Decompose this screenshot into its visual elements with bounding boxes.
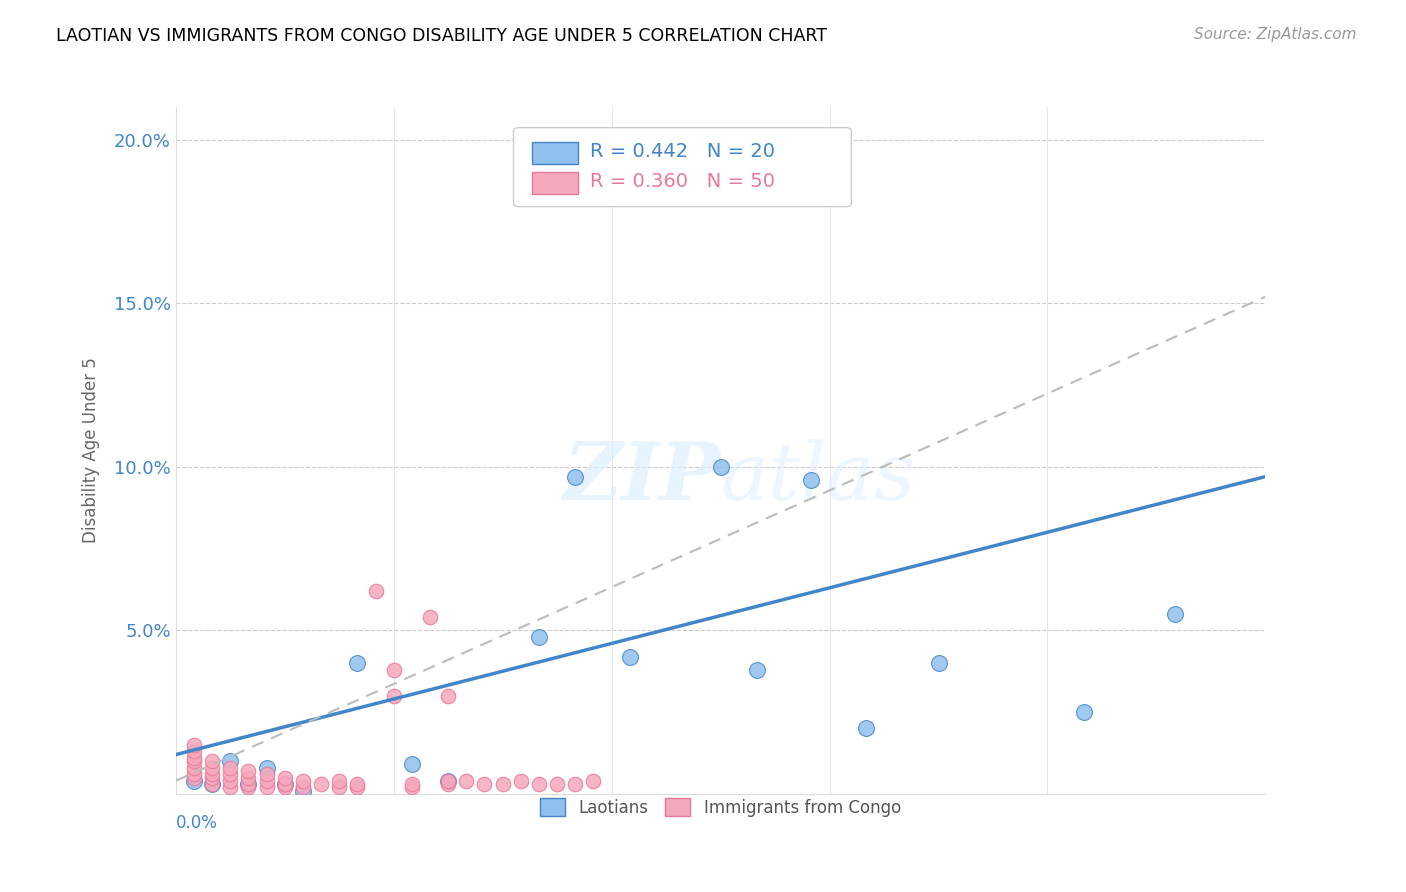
Point <box>219 754 242 768</box>
Point <box>456 773 478 788</box>
Text: atlas: atlas <box>721 439 915 516</box>
Point <box>309 777 332 791</box>
FancyBboxPatch shape <box>513 128 852 207</box>
Point <box>509 773 531 788</box>
Point <box>219 773 242 788</box>
Point <box>201 767 224 781</box>
Point <box>328 773 350 788</box>
Point <box>183 771 205 785</box>
Point <box>256 761 278 775</box>
Point <box>419 610 441 624</box>
Point <box>437 777 460 791</box>
Point <box>492 777 515 791</box>
FancyBboxPatch shape <box>531 172 578 194</box>
Point <box>527 630 550 644</box>
Point <box>619 649 641 664</box>
Point <box>274 777 297 791</box>
Point <box>183 767 205 781</box>
Point <box>437 773 460 788</box>
Point <box>201 754 224 768</box>
Point <box>238 777 260 791</box>
Point <box>564 469 586 483</box>
Text: LAOTIAN VS IMMIGRANTS FROM CONGO DISABILITY AGE UNDER 5 CORRELATION CHART: LAOTIAN VS IMMIGRANTS FROM CONGO DISABIL… <box>56 27 827 45</box>
Point <box>745 663 768 677</box>
Point <box>364 584 387 599</box>
Point <box>201 761 224 775</box>
Point <box>437 773 460 788</box>
Point <box>274 777 297 791</box>
Point <box>401 780 423 795</box>
Point <box>201 777 224 791</box>
Point <box>238 764 260 778</box>
Point <box>1163 607 1185 621</box>
Point <box>855 722 877 736</box>
Point <box>527 777 550 791</box>
Point <box>382 663 405 677</box>
Point <box>546 777 568 791</box>
Point <box>256 767 278 781</box>
Point <box>800 473 823 487</box>
Point <box>291 773 314 788</box>
Legend: Laotians, Immigrants from Congo: Laotians, Immigrants from Congo <box>534 792 907 823</box>
Point <box>238 771 260 785</box>
Point <box>928 656 950 670</box>
Point <box>382 689 405 703</box>
Point <box>346 777 368 791</box>
Point <box>219 761 242 775</box>
Point <box>474 777 496 791</box>
Point <box>291 780 314 795</box>
Text: R = 0.442   N = 20: R = 0.442 N = 20 <box>591 142 775 161</box>
Point <box>238 777 260 791</box>
Point <box>201 777 224 791</box>
Point <box>274 771 297 785</box>
Point <box>291 783 314 797</box>
Point <box>401 757 423 772</box>
Point <box>710 459 733 474</box>
Point <box>1073 705 1095 719</box>
FancyBboxPatch shape <box>531 142 578 164</box>
Point <box>183 738 205 752</box>
Point <box>183 773 205 788</box>
Point <box>256 780 278 795</box>
Point <box>582 773 605 788</box>
Text: ZIP: ZIP <box>564 439 721 516</box>
Point <box>219 780 242 795</box>
Point <box>274 780 297 795</box>
Point <box>401 777 423 791</box>
Point <box>183 754 205 768</box>
Point <box>201 771 224 785</box>
Y-axis label: Disability Age Under 5: Disability Age Under 5 <box>82 358 100 543</box>
Point <box>256 773 278 788</box>
Point <box>328 780 350 795</box>
Point <box>183 744 205 758</box>
Text: Source: ZipAtlas.com: Source: ZipAtlas.com <box>1194 27 1357 42</box>
Point <box>564 777 586 791</box>
Point <box>183 751 205 765</box>
Point <box>183 761 205 775</box>
Point <box>346 656 368 670</box>
Point <box>219 767 242 781</box>
Text: R = 0.360   N = 50: R = 0.360 N = 50 <box>591 172 775 192</box>
Point <box>238 780 260 795</box>
Point <box>346 780 368 795</box>
Point <box>437 689 460 703</box>
Text: 0.0%: 0.0% <box>176 814 218 832</box>
